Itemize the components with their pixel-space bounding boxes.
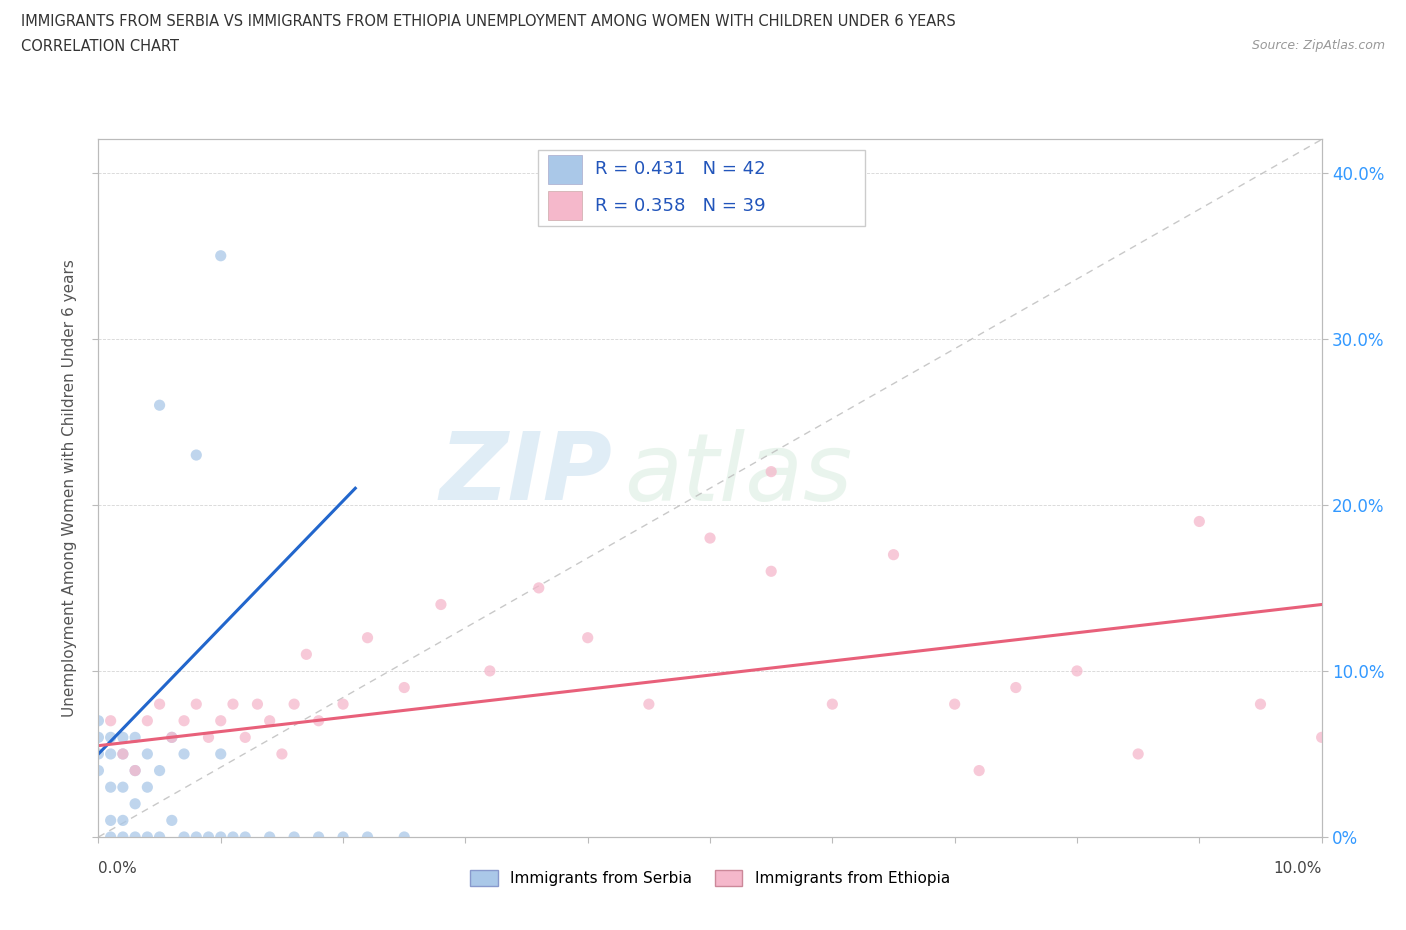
Point bbox=[186, 697, 208, 711]
Point bbox=[967, 764, 990, 778]
Point bbox=[233, 830, 256, 844]
Point bbox=[943, 697, 966, 711]
Point bbox=[209, 713, 232, 728]
Point bbox=[136, 747, 159, 762]
Point bbox=[136, 779, 159, 794]
Point bbox=[1128, 747, 1150, 762]
Point bbox=[233, 730, 256, 745]
Point bbox=[173, 713, 195, 728]
Point bbox=[222, 830, 245, 844]
Point bbox=[259, 713, 281, 728]
Point bbox=[111, 747, 134, 762]
Point bbox=[392, 830, 416, 844]
Point bbox=[87, 747, 110, 762]
Point bbox=[883, 547, 905, 562]
Point bbox=[136, 830, 159, 844]
Point bbox=[124, 796, 146, 811]
Point bbox=[478, 663, 501, 678]
Point bbox=[1066, 663, 1088, 678]
Point bbox=[1310, 730, 1333, 745]
Text: Source: ZipAtlas.com: Source: ZipAtlas.com bbox=[1251, 39, 1385, 52]
Point bbox=[149, 764, 172, 778]
Point bbox=[149, 398, 172, 413]
Point bbox=[356, 631, 378, 645]
Point bbox=[209, 830, 232, 844]
Point bbox=[173, 830, 195, 844]
Point bbox=[160, 730, 183, 745]
Point bbox=[430, 597, 453, 612]
Text: 10.0%: 10.0% bbox=[1274, 861, 1322, 876]
Point bbox=[160, 813, 183, 828]
Point bbox=[283, 830, 305, 844]
Point bbox=[759, 464, 782, 479]
Text: atlas: atlas bbox=[624, 429, 852, 520]
Point bbox=[100, 830, 122, 844]
Point bbox=[197, 830, 219, 844]
Point bbox=[124, 764, 146, 778]
Point bbox=[87, 764, 110, 778]
Text: R = 0.358   N = 39: R = 0.358 N = 39 bbox=[595, 197, 766, 215]
Text: R = 0.431   N = 42: R = 0.431 N = 42 bbox=[595, 160, 766, 179]
Point bbox=[100, 779, 122, 794]
Y-axis label: Unemployment Among Women with Children Under 6 years: Unemployment Among Women with Children U… bbox=[62, 259, 77, 717]
Point bbox=[100, 730, 122, 745]
Point bbox=[111, 830, 134, 844]
Point bbox=[124, 764, 146, 778]
Point bbox=[149, 697, 172, 711]
Point bbox=[100, 747, 122, 762]
Point bbox=[295, 647, 318, 662]
Point bbox=[308, 830, 330, 844]
Point bbox=[124, 830, 146, 844]
Text: IMMIGRANTS FROM SERBIA VS IMMIGRANTS FROM ETHIOPIA UNEMPLOYMENT AMONG WOMEN WITH: IMMIGRANTS FROM SERBIA VS IMMIGRANTS FRO… bbox=[21, 14, 956, 29]
Point bbox=[222, 697, 245, 711]
Point bbox=[209, 747, 232, 762]
Point bbox=[332, 697, 354, 711]
Point bbox=[186, 447, 208, 462]
Point bbox=[246, 697, 269, 711]
Point bbox=[699, 531, 721, 546]
Point bbox=[111, 730, 134, 745]
Text: ZIP: ZIP bbox=[439, 429, 612, 520]
Point bbox=[356, 830, 378, 844]
Point bbox=[259, 830, 281, 844]
Point bbox=[197, 730, 219, 745]
Legend: Immigrants from Serbia, Immigrants from Ethiopia: Immigrants from Serbia, Immigrants from … bbox=[464, 864, 956, 892]
Point bbox=[1188, 514, 1211, 529]
Point bbox=[759, 564, 782, 578]
Point bbox=[173, 747, 195, 762]
Point bbox=[392, 680, 416, 695]
Point bbox=[821, 697, 844, 711]
Point bbox=[124, 730, 146, 745]
Point bbox=[111, 813, 134, 828]
Text: CORRELATION CHART: CORRELATION CHART bbox=[21, 39, 179, 54]
Point bbox=[308, 713, 330, 728]
Point bbox=[270, 747, 292, 762]
Text: 0.0%: 0.0% bbox=[98, 861, 138, 876]
Point bbox=[160, 730, 183, 745]
Point bbox=[136, 713, 159, 728]
Point bbox=[637, 697, 661, 711]
Point bbox=[111, 747, 134, 762]
Point bbox=[209, 248, 232, 263]
Point bbox=[100, 713, 122, 728]
Point bbox=[149, 830, 172, 844]
Point bbox=[100, 813, 122, 828]
FancyBboxPatch shape bbox=[537, 151, 865, 226]
Point bbox=[332, 830, 354, 844]
Point bbox=[87, 730, 110, 745]
Point bbox=[283, 697, 305, 711]
FancyBboxPatch shape bbox=[548, 155, 582, 183]
Point bbox=[87, 713, 110, 728]
Point bbox=[576, 631, 599, 645]
Point bbox=[1004, 680, 1026, 695]
Point bbox=[527, 580, 550, 595]
Point bbox=[186, 830, 208, 844]
Point bbox=[1249, 697, 1271, 711]
FancyBboxPatch shape bbox=[548, 192, 582, 220]
Point bbox=[111, 779, 134, 794]
